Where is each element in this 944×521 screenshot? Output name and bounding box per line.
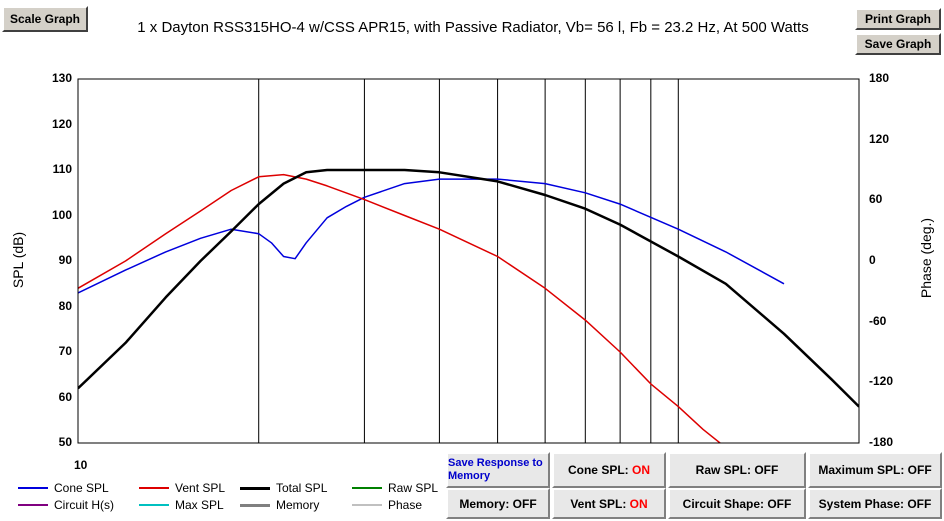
legend-item: Vent SPL [139, 481, 225, 495]
grid-lines [258, 79, 860, 443]
series-group [78, 168, 859, 443]
legend-label: Phase [388, 498, 423, 512]
circuit-shape-toggle[interactable]: Circuit Shape: OFF [668, 488, 806, 519]
y2-tick-label: 180 [869, 71, 890, 85]
save-response-button[interactable]: Save Response to Memory [446, 452, 550, 488]
series-cone-spl [78, 178, 785, 294]
legend-item: Max SPL [139, 498, 224, 512]
y-tick-label: 60 [58, 389, 72, 404]
save-graph-button[interactable]: Save Graph [855, 33, 941, 55]
y-tick-label: 90 [58, 253, 72, 267]
legend-item: Memory [240, 498, 319, 512]
print-graph-button[interactable]: Print Graph [855, 8, 941, 30]
legend-label: Memory [276, 498, 320, 512]
y2-tick-label: 120 [869, 131, 890, 146]
y-tick-label: 120 [51, 116, 72, 131]
cone-spl-value: ON [632, 463, 650, 477]
legend-swatch [139, 504, 169, 506]
legend-swatch [352, 487, 382, 489]
legend-label: Vent SPL [175, 481, 226, 495]
vent-spl-value: ON [629, 496, 648, 511]
legend-swatch [352, 504, 382, 506]
system-phase-toggle[interactable]: System Phase: OFF [808, 488, 942, 519]
legend-item: Cone SPL [18, 481, 109, 495]
series-vent-spl [78, 173, 722, 443]
cone-spl-toggle[interactable]: Cone SPL: ON [552, 452, 666, 488]
y-tick-label: 100 [51, 207, 72, 222]
chart-title: 1 x Dayton RSS315HO-4 w/CSS APR15, with … [137, 19, 809, 36]
y2-tick-label: -180 [869, 435, 894, 449]
y2-tick-label: -60 [869, 313, 887, 328]
vent-spl-toggle[interactable]: Vent SPL: ON [552, 488, 666, 519]
legend-swatch [240, 503, 270, 507]
y-tick-label: 50 [58, 435, 72, 449]
legend-swatch [139, 487, 169, 489]
legend-swatch [18, 487, 48, 489]
maximum-spl-toggle[interactable]: Maximum SPL: OFF [808, 452, 942, 488]
plot-frame [77, 78, 860, 444]
y-tick-label: 80 [58, 298, 72, 313]
memory-toggle[interactable]: Memory: OFF [446, 488, 550, 519]
y2-tick-label: -120 [869, 374, 894, 389]
legend-label: Raw SPL [388, 481, 439, 495]
y-tick-label: 70 [58, 344, 72, 358]
legend-swatch [18, 504, 48, 506]
vent-spl-label: Vent SPL: [570, 496, 627, 511]
legend-item: Phase [352, 498, 422, 512]
legend-label: Circuit H(s) [54, 498, 114, 512]
legend-label: Cone SPL [54, 481, 109, 495]
raw-spl-toggle[interactable]: Raw SPL: OFF [668, 452, 806, 488]
legend-label: Total SPL [276, 481, 328, 495]
y-tick-label: 110 [52, 162, 72, 176]
scale-graph-button[interactable]: Scale Graph [2, 6, 88, 32]
legend-swatch [240, 486, 270, 490]
legend-label: Max SPL [175, 498, 224, 512]
y2-tick-label: 0 [869, 253, 876, 267]
cone-spl-label: Cone SPL: [567, 463, 629, 477]
x-tick-label: 10 [74, 458, 88, 472]
y2-tick-label: 60 [869, 192, 883, 207]
y-tick-label: 130 [51, 71, 72, 85]
legend-item: Circuit H(s) [18, 498, 114, 512]
legend-item: Raw SPL [352, 481, 438, 495]
legend-item: Total SPL [240, 481, 327, 495]
series-total-spl [78, 168, 859, 408]
